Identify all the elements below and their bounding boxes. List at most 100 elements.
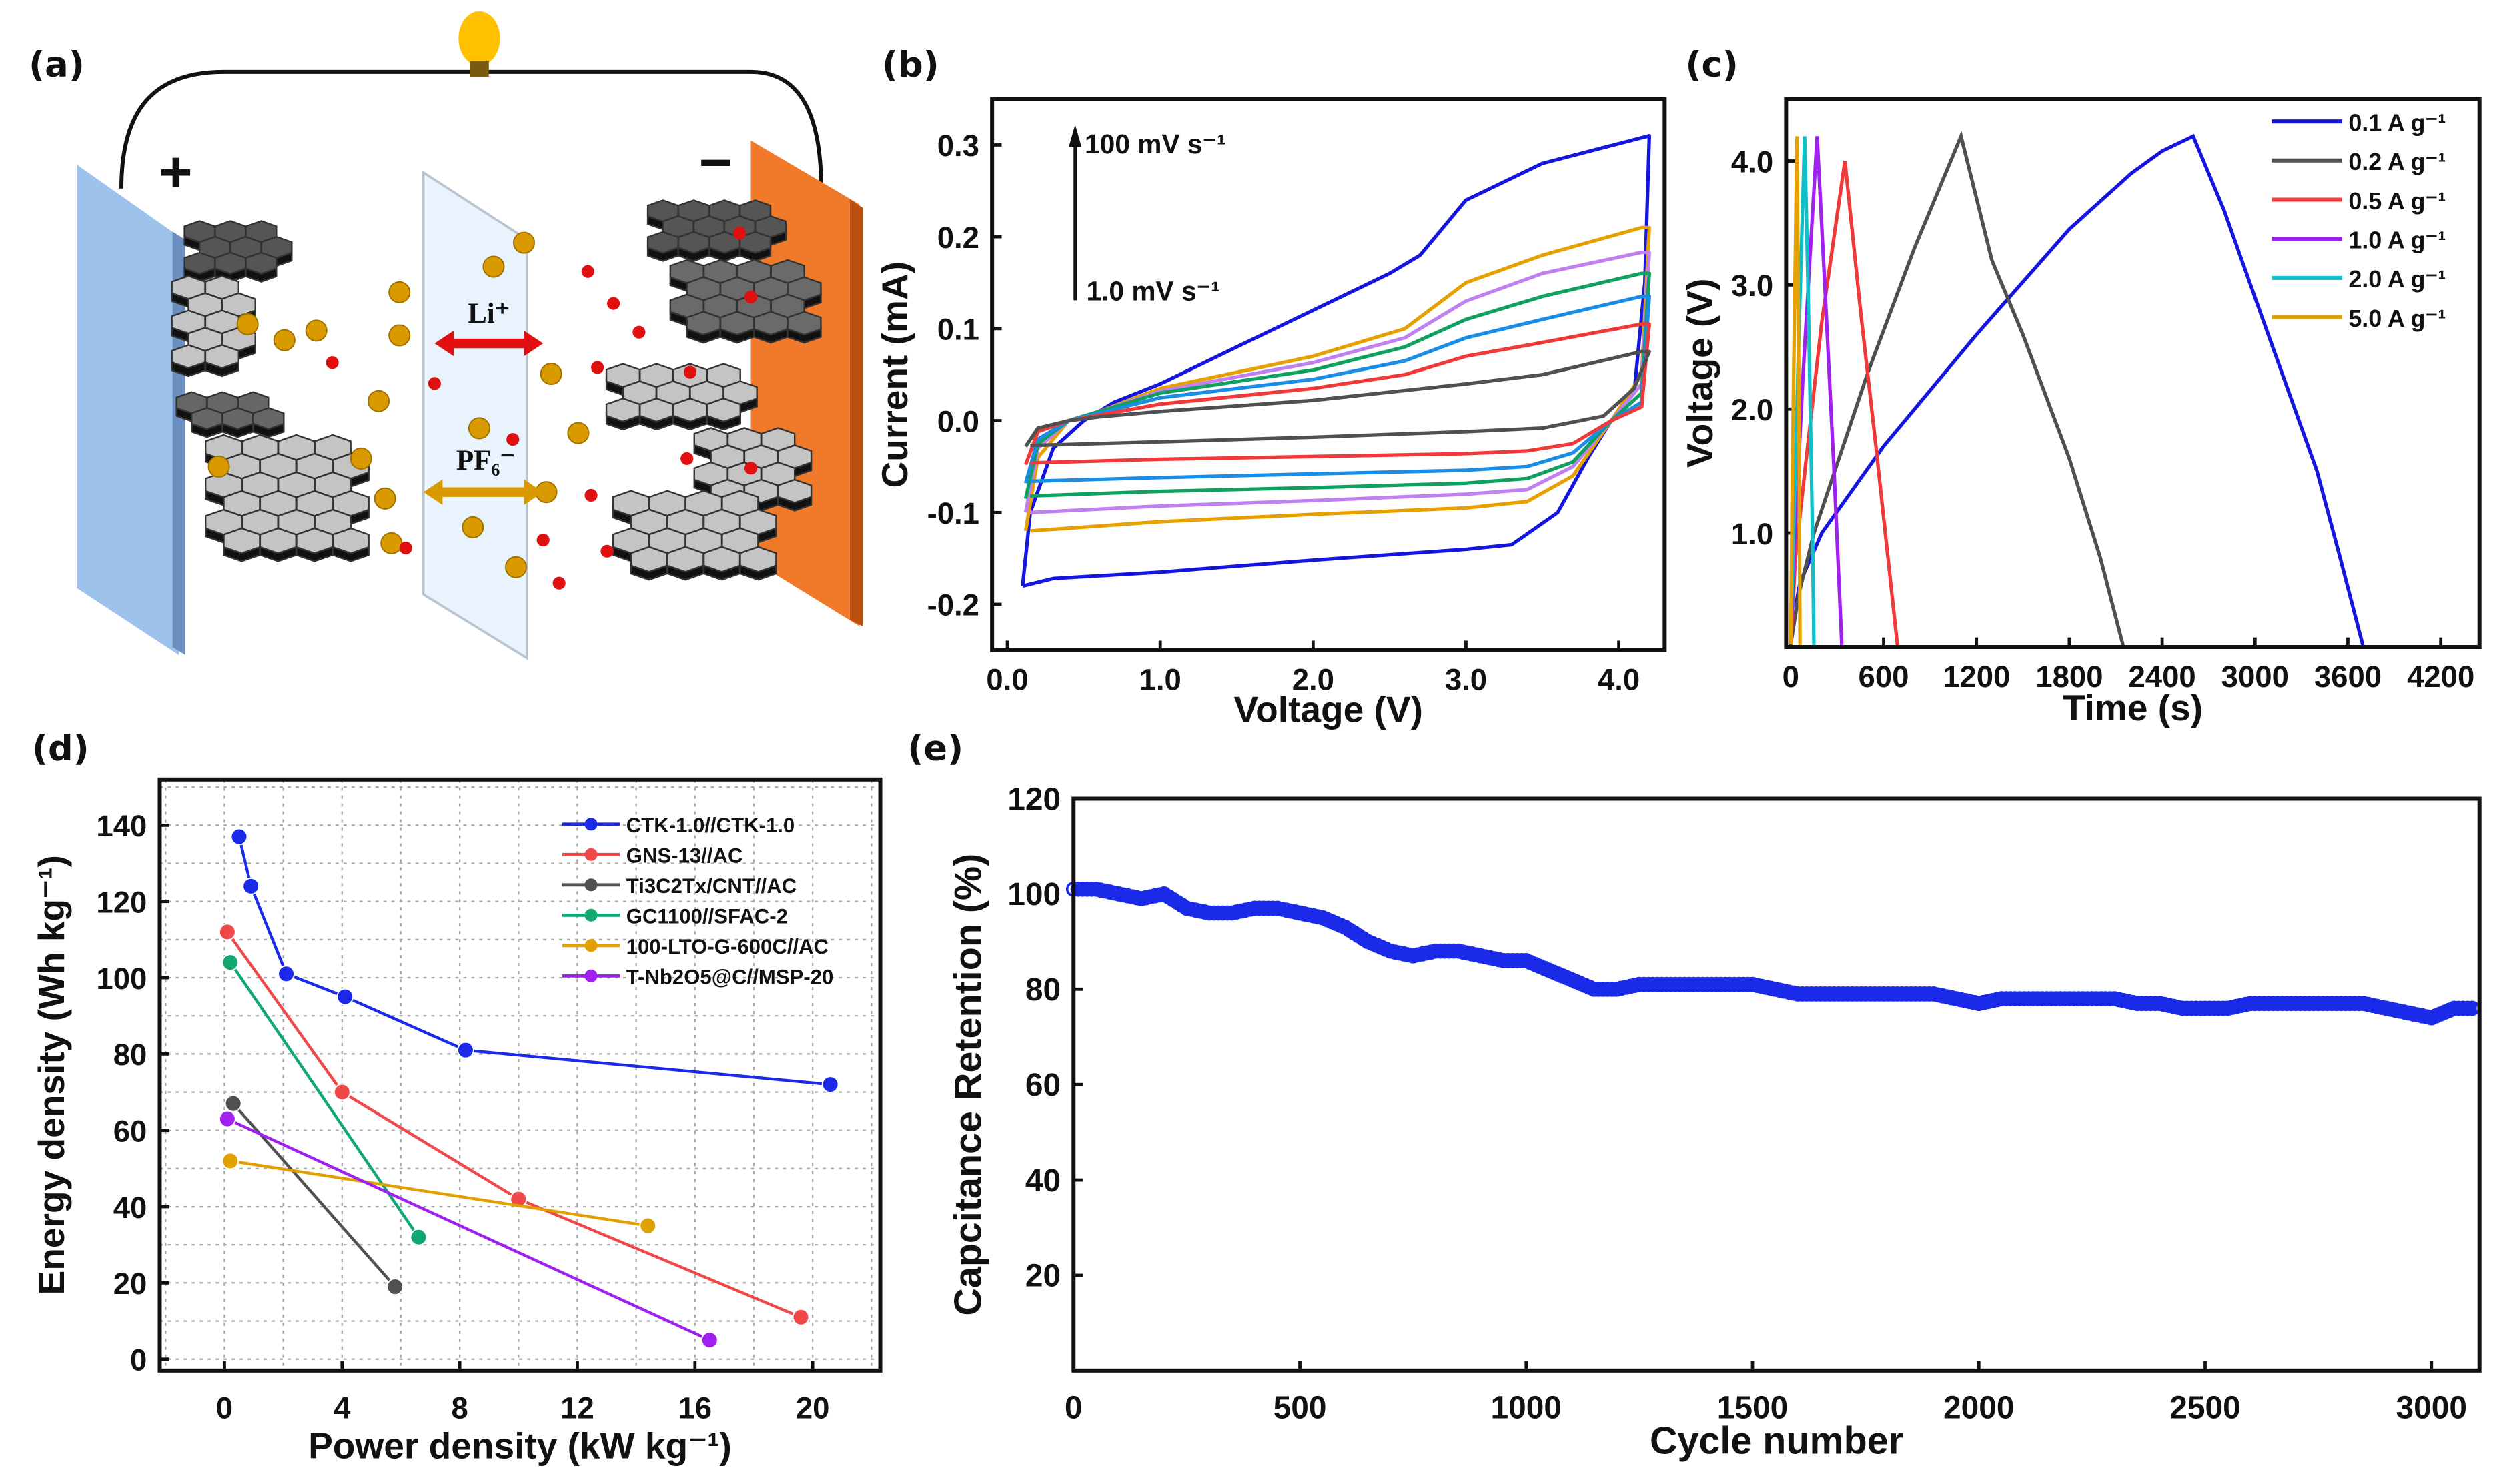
panel-e-cycling-chart: (e) 0 500 1000 1500 2000 2500 3000 20 40 60 80 100 12… <box>907 728 2482 1462</box>
x-axis-label: Time (s) <box>2063 687 2203 728</box>
y-tick-label: 4.0 <box>1731 145 1773 179</box>
panel-label-a: (a) <box>29 45 85 85</box>
data-point <box>1514 953 1530 968</box>
arrow-head-icon <box>1069 124 1082 147</box>
legend-entry: 0.5 A g⁻¹ <box>2348 187 2446 215</box>
legend-entry: CTK-1.0//CTK-1.0 <box>626 814 795 837</box>
y-tick-label: 0.1 <box>937 313 979 347</box>
panel-label-b: (b) <box>882 45 939 85</box>
legend-marker <box>584 878 598 892</box>
cation-ball <box>552 576 566 590</box>
anion-ball <box>462 516 484 538</box>
panel-label-d: (d) <box>32 728 89 769</box>
gcd-curve-0 <box>1793 133 2366 648</box>
series-line-4 <box>229 1159 648 1227</box>
data-point <box>386 1278 404 1296</box>
cv-curve-4 <box>1023 294 1651 484</box>
cation-ball <box>744 290 758 304</box>
x-tick-label: 3600 <box>2314 660 2382 694</box>
positive-electrode <box>76 164 179 655</box>
x-tick-label: 16 <box>678 1391 712 1425</box>
panel-a-schematic: (a) + − Li⁺ PF₆⁻ <box>29 11 863 660</box>
data-point <box>821 1076 839 1094</box>
x-tick-label: 0.0 <box>986 663 1028 697</box>
legend-entry: 2.0 A g⁻¹ <box>2348 265 2446 293</box>
anion-ball <box>540 362 562 386</box>
y-tick-label: 120 <box>96 885 147 919</box>
anion-ball <box>207 455 230 478</box>
negative-sign: − <box>699 131 732 195</box>
x-tick-label: 4200 <box>2407 660 2474 694</box>
anion-ball <box>374 487 396 510</box>
y-tick-label: 20 <box>1025 1259 1061 1294</box>
data-point <box>224 1094 242 1112</box>
legend-entry: 1.0 A g⁻¹ <box>2348 227 2446 254</box>
x-tick-label: 1500 <box>1717 1391 1789 1426</box>
data-point <box>410 1228 428 1246</box>
series-line-1 <box>226 931 802 1319</box>
graphene-sheet <box>183 220 293 283</box>
anion-label: PF₆⁻ <box>456 445 515 476</box>
legend-marker <box>584 848 598 861</box>
plot-frame <box>1071 796 2482 1373</box>
cation-ball <box>744 462 758 475</box>
anion-ball <box>504 556 528 578</box>
x-tick-label: 0 <box>216 1391 233 1425</box>
x-tick-label: 2000 <box>1943 1391 2015 1426</box>
panel-label-e: (e) <box>907 728 963 769</box>
data-point <box>242 877 260 895</box>
y-tick-label: 40 <box>113 1191 147 1225</box>
anion-arrow <box>423 479 544 505</box>
x-tick-label: 1800 <box>2035 660 2103 694</box>
x-tick-label: 8 <box>451 1391 468 1425</box>
cation-arrow <box>434 330 544 357</box>
cation-ball <box>428 377 441 390</box>
anion-ball <box>273 329 296 351</box>
y-tick-label: 40 <box>1025 1163 1061 1199</box>
data-point <box>218 1110 236 1128</box>
cation-ball <box>733 227 746 240</box>
cation-label: Li⁺ <box>468 298 510 329</box>
panel-label-c: (c) <box>1685 45 1738 85</box>
legend-entry: 0.1 A g⁻¹ <box>2348 109 2446 137</box>
gcd-curve-5 <box>1789 136 1802 648</box>
graphene-sheet <box>205 434 370 562</box>
data-point <box>278 965 295 983</box>
cation-ball <box>632 325 646 339</box>
gcd-curve-2 <box>1789 161 1900 648</box>
cv-curve-6 <box>1024 349 1651 448</box>
data-point <box>2455 1000 2471 1016</box>
cation-ball <box>683 365 697 379</box>
legend-marker <box>584 908 598 922</box>
y-tick-label: 3.0 <box>1731 269 1773 303</box>
annotation-low-scan-rate: 1.0 mV s⁻¹ <box>1086 275 1219 306</box>
legend-marker <box>584 818 598 831</box>
data-point <box>700 1331 718 1349</box>
legend-entry: GNS-13//AC <box>626 844 743 867</box>
series-line-3 <box>229 961 420 1239</box>
graphene-sheet <box>171 275 256 378</box>
anion-ball <box>567 422 590 444</box>
circuit-wire <box>119 69 823 189</box>
y-tick-label: 140 <box>96 809 147 843</box>
data-point <box>221 1152 239 1170</box>
x-axis-label: Power density (kW kg⁻¹) <box>308 1425 732 1467</box>
anion-ball <box>380 532 403 554</box>
plot-frame <box>1784 97 2482 650</box>
anion-ball <box>388 281 411 303</box>
legend-entry: 100-LTO-G-600C//AC <box>626 935 829 958</box>
x-tick-label: 0 <box>1783 660 1799 694</box>
x-tick-label: 1.0 <box>1139 663 1181 697</box>
y-tick-label: -0.2 <box>927 588 979 622</box>
x-tick-label: 2.0 <box>1292 663 1334 697</box>
data-point <box>457 1041 474 1059</box>
plot-frame <box>157 777 883 1373</box>
data-point <box>333 1083 351 1101</box>
y-tick-label: 100 <box>96 962 147 996</box>
anion-ball <box>305 319 328 342</box>
anion-ball <box>388 324 411 347</box>
x-tick-label: 2400 <box>2128 660 2195 694</box>
x-tick-label: 500 <box>1274 1391 1327 1426</box>
anion-ball <box>512 231 536 254</box>
y-axis-label: Voltage (V) <box>1679 279 1720 468</box>
